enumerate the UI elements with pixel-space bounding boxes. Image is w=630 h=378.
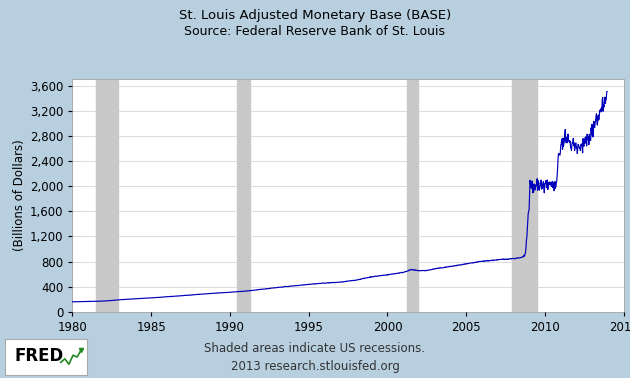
Bar — [96, 79, 118, 312]
Bar — [512, 79, 537, 312]
Y-axis label: (Billions of Dollars): (Billions of Dollars) — [13, 140, 26, 251]
Text: Shaded areas indicate US recessions.: Shaded areas indicate US recessions. — [205, 342, 425, 355]
Bar — [236, 79, 249, 312]
Bar — [407, 79, 418, 312]
Text: 2013 research.stlouisfed.org: 2013 research.stlouisfed.org — [231, 360, 399, 373]
Text: Source: Federal Reserve Bank of St. Louis: Source: Federal Reserve Bank of St. Loui… — [185, 25, 445, 37]
Text: St. Louis Adjusted Monetary Base (BASE): St. Louis Adjusted Monetary Base (BASE) — [179, 9, 451, 22]
Text: FRED: FRED — [15, 347, 64, 365]
